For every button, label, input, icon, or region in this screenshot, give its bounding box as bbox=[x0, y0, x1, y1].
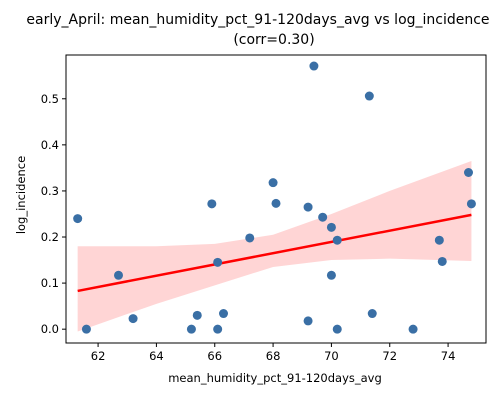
data-point bbox=[368, 309, 377, 318]
data-point bbox=[207, 199, 216, 208]
data-point bbox=[82, 325, 91, 334]
y-axis-label: log_incidence bbox=[14, 156, 28, 234]
data-point bbox=[309, 62, 318, 71]
x-tick-label: 70 bbox=[324, 349, 339, 363]
y-tick-label: 0.2 bbox=[41, 230, 59, 244]
data-point bbox=[435, 236, 444, 245]
x-tick-label: 68 bbox=[266, 349, 281, 363]
y-tick-label: 0.5 bbox=[41, 92, 59, 106]
data-point bbox=[73, 214, 82, 223]
data-point bbox=[365, 92, 374, 101]
data-point bbox=[327, 271, 336, 280]
x-tick-label: 62 bbox=[91, 349, 106, 363]
x-tick-label: 72 bbox=[382, 349, 397, 363]
y-tick-label: 0.4 bbox=[41, 138, 59, 152]
data-point bbox=[213, 258, 222, 267]
data-point bbox=[304, 316, 313, 325]
data-point bbox=[333, 236, 342, 245]
data-point bbox=[245, 233, 254, 242]
data-point bbox=[438, 257, 447, 266]
data-point bbox=[193, 311, 202, 320]
data-point bbox=[304, 203, 313, 212]
data-point bbox=[187, 325, 196, 334]
chart-title: early_April: mean_humidity_pct_91-120day… bbox=[26, 12, 489, 28]
y-tick-label: 0.0 bbox=[41, 322, 59, 336]
y-tick-label: 0.3 bbox=[41, 184, 59, 198]
y-tick-label: 0.1 bbox=[41, 276, 59, 290]
chart-subtitle: (corr=0.30) bbox=[233, 32, 314, 48]
x-tick-label: 74 bbox=[441, 349, 456, 363]
data-point bbox=[409, 325, 418, 334]
data-point bbox=[318, 213, 327, 222]
x-axis-label: mean_humidity_pct_91-120days_avg bbox=[168, 371, 382, 385]
data-point bbox=[327, 223, 336, 232]
data-point bbox=[269, 178, 278, 187]
data-point bbox=[467, 199, 476, 208]
y-axis-ticks: 0.0 0.1 0.2 0.3 0.4 0.5 bbox=[41, 92, 66, 336]
data-point bbox=[464, 168, 473, 177]
data-point bbox=[333, 325, 342, 334]
data-point bbox=[219, 309, 228, 318]
data-point bbox=[114, 271, 123, 280]
data-point bbox=[272, 199, 281, 208]
data-point bbox=[129, 314, 138, 323]
x-tick-label: 66 bbox=[207, 349, 222, 363]
x-axis-ticks: 62 64 66 68 70 72 74 bbox=[91, 343, 456, 363]
x-tick-label: 64 bbox=[149, 349, 164, 363]
data-point bbox=[213, 325, 222, 334]
